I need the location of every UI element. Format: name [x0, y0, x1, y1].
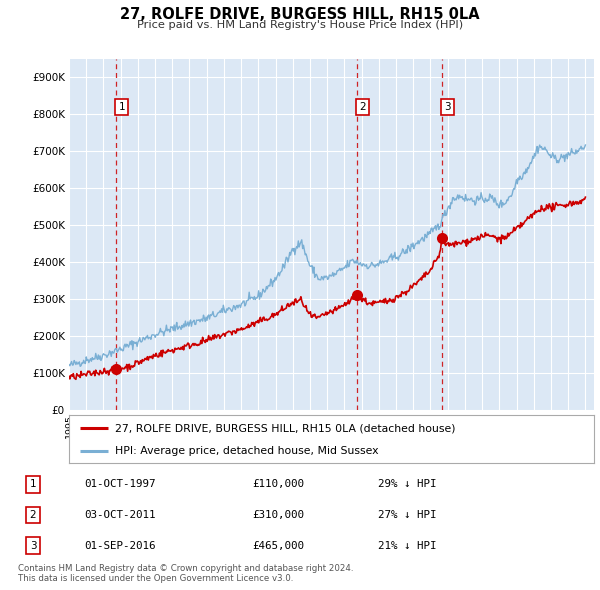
Text: £110,000: £110,000	[252, 480, 304, 489]
Text: 1: 1	[29, 480, 37, 489]
Text: 27, ROLFE DRIVE, BURGESS HILL, RH15 0LA (detached house): 27, ROLFE DRIVE, BURGESS HILL, RH15 0LA …	[115, 423, 456, 433]
Text: 01-SEP-2016: 01-SEP-2016	[84, 541, 155, 550]
Text: 1: 1	[118, 102, 125, 112]
Text: 29% ↓ HPI: 29% ↓ HPI	[378, 480, 437, 489]
Text: 01-OCT-1997: 01-OCT-1997	[84, 480, 155, 489]
Text: HPI: Average price, detached house, Mid Sussex: HPI: Average price, detached house, Mid …	[115, 446, 379, 456]
Text: £465,000: £465,000	[252, 541, 304, 550]
Text: 27% ↓ HPI: 27% ↓ HPI	[378, 510, 437, 520]
Text: 2: 2	[29, 510, 37, 520]
Text: Contains HM Land Registry data © Crown copyright and database right 2024.
This d: Contains HM Land Registry data © Crown c…	[18, 563, 353, 583]
Text: 3: 3	[444, 102, 451, 112]
Text: 03-OCT-2011: 03-OCT-2011	[84, 510, 155, 520]
Text: 2: 2	[359, 102, 366, 112]
Text: 27, ROLFE DRIVE, BURGESS HILL, RH15 0LA: 27, ROLFE DRIVE, BURGESS HILL, RH15 0LA	[120, 7, 480, 22]
Text: 21% ↓ HPI: 21% ↓ HPI	[378, 541, 437, 550]
Text: Price paid vs. HM Land Registry's House Price Index (HPI): Price paid vs. HM Land Registry's House …	[137, 20, 463, 30]
Text: £310,000: £310,000	[252, 510, 304, 520]
Text: 3: 3	[29, 541, 37, 550]
